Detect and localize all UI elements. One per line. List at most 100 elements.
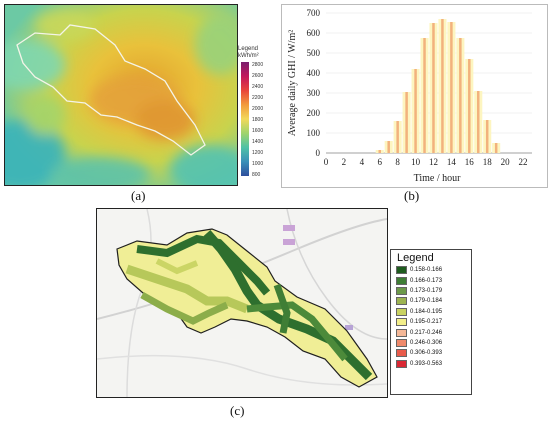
x-tick-label: 16 bbox=[465, 157, 475, 167]
legend-swatch bbox=[396, 338, 407, 347]
x-tick-label: 12 bbox=[429, 157, 438, 167]
region-map bbox=[96, 208, 388, 398]
legend-swatch bbox=[396, 359, 407, 368]
legend-label: 0.184-0.195 bbox=[410, 308, 443, 315]
y-tick-label: 0 bbox=[316, 148, 321, 158]
data-bar bbox=[414, 69, 417, 153]
legend-label: 0.158-0.166 bbox=[410, 267, 443, 274]
legend-item: 0.184-0.195 bbox=[391, 307, 471, 317]
data-bar bbox=[468, 59, 471, 153]
legend-item: 0.246-0.306 bbox=[391, 338, 471, 348]
road bbox=[286, 209, 387, 340]
pathway-band bbox=[246, 301, 348, 362]
legend-label: 0.217-0.246 bbox=[410, 329, 443, 336]
suitability-legend-title: Legend bbox=[397, 252, 434, 264]
legend-item: 0.217-0.246 bbox=[391, 327, 471, 337]
pathway-band bbox=[140, 291, 229, 325]
y-axis-label: Average daily GHI / W/m² bbox=[287, 30, 298, 136]
legend-item: 0.393-0.563 bbox=[391, 359, 471, 369]
data-bar bbox=[405, 92, 408, 153]
data-bar bbox=[441, 19, 444, 153]
legend-swatch bbox=[396, 266, 407, 275]
data-bar bbox=[432, 23, 435, 153]
legend-label: 0.166-0.173 bbox=[410, 277, 443, 284]
map-marker bbox=[283, 225, 295, 231]
x-tick-label: 22 bbox=[519, 157, 528, 167]
heatmap-legend-tick: 800 bbox=[252, 172, 261, 178]
legend-item: 0.195-0.217 bbox=[391, 317, 471, 327]
data-bar bbox=[459, 38, 462, 153]
legend-swatch bbox=[396, 286, 407, 295]
heatmap-legend-tick: 1600 bbox=[252, 128, 264, 134]
legend-label: 0.393-0.563 bbox=[410, 360, 443, 367]
panel-c-label: (c) bbox=[230, 403, 245, 418]
pathway-band bbox=[203, 230, 373, 381]
y-tick-label: 500 bbox=[307, 48, 321, 58]
ghi-bar-chart: 0 100 200 300 400 500 600 700 0 2 4 6 8 10 12 14 16 18 20… bbox=[281, 4, 548, 188]
heatmap-legend-unit: kWh/m² bbox=[238, 53, 259, 59]
x-tick-label: 10 bbox=[411, 157, 421, 167]
x-tick-label: 6 bbox=[377, 157, 382, 167]
heatmap-legend: Legend kWh/m² 2800 2600 2400 2200 2000 1800 16… bbox=[238, 46, 270, 178]
solar-radiation-map bbox=[4, 4, 238, 186]
y-tick-label: 400 bbox=[307, 68, 321, 78]
heatmap-legend-tick: 1400 bbox=[252, 139, 264, 145]
y-tick-label: 700 bbox=[307, 8, 321, 18]
legend-swatch bbox=[396, 297, 407, 306]
legend-item: 0.306-0.393 bbox=[391, 348, 471, 358]
map-marker bbox=[345, 325, 353, 330]
legend-swatch bbox=[396, 318, 407, 327]
x-tick-label: 14 bbox=[447, 157, 457, 167]
heatmap-legend-tick: 1200 bbox=[252, 150, 264, 156]
heatmap-legend-tick: 1800 bbox=[252, 117, 264, 123]
x-tick-label: 2 bbox=[342, 157, 347, 167]
legend-item: 0.173-0.179 bbox=[391, 286, 471, 296]
y-tick-label: 100 bbox=[307, 128, 321, 138]
x-tick-label: 4 bbox=[360, 157, 365, 167]
ghi-chart-svg: 0 100 200 300 400 500 600 700 0 2 4 6 8 10 12 14 16 18 20… bbox=[287, 8, 532, 184]
legend-item: 0.166-0.173 bbox=[391, 275, 471, 285]
legend-label: 0.179-0.184 bbox=[410, 298, 443, 305]
x-tick-label: 8 bbox=[395, 157, 400, 167]
road bbox=[126, 209, 152, 397]
data-bar bbox=[485, 120, 489, 153]
x-tick-label: 0 bbox=[324, 157, 329, 167]
pathway-band bbox=[155, 258, 199, 275]
y-tick-label: 200 bbox=[307, 108, 321, 118]
y-tick-label: 300 bbox=[307, 88, 321, 98]
legend-swatch bbox=[396, 307, 407, 316]
legend-swatch bbox=[396, 328, 407, 337]
legend-label: 0.173-0.179 bbox=[410, 287, 443, 294]
data-bar bbox=[396, 121, 399, 153]
legend-label: 0.246-0.306 bbox=[410, 339, 443, 346]
legend-swatch bbox=[396, 276, 407, 285]
heatmap-legend-tick: 2000 bbox=[252, 106, 264, 112]
heatmap-legend-tick: 2200 bbox=[252, 95, 264, 101]
data-bar bbox=[494, 143, 498, 153]
legend-swatch bbox=[396, 349, 407, 358]
legend-item: 0.158-0.166 bbox=[391, 265, 471, 275]
data-bar bbox=[387, 141, 390, 153]
data-bar bbox=[477, 91, 480, 153]
x-axis-label: Time / hour bbox=[414, 173, 462, 184]
x-tick-label: 18 bbox=[483, 157, 493, 167]
pathway-band bbox=[273, 283, 291, 334]
heatmap-legend-tick: 2800 bbox=[252, 62, 264, 68]
y-tick-label: 600 bbox=[307, 28, 321, 38]
heatmap-legend-tick: 1000 bbox=[252, 161, 264, 167]
data-bar bbox=[423, 38, 426, 153]
panel-b-label: (b) bbox=[404, 188, 420, 203]
panel-a-label: (a) bbox=[131, 188, 146, 203]
data-bar bbox=[378, 150, 381, 153]
pathway-band bbox=[125, 264, 249, 314]
heatmap-legend-tick: 2600 bbox=[252, 73, 264, 79]
heatmap-color-scale bbox=[241, 62, 249, 176]
legend-label: 0.306-0.393 bbox=[410, 350, 443, 357]
heatmap-legend-tick: 2400 bbox=[252, 84, 264, 90]
suitability-legend: Legend 0.158-0.166 0.166-0.173 0.173-0.179… bbox=[390, 249, 472, 395]
region-boundary bbox=[16, 24, 206, 156]
heatmap-legend-title: Legend bbox=[238, 46, 259, 52]
legend-label: 0.195-0.217 bbox=[410, 319, 443, 326]
radiation-heatmap bbox=[5, 5, 237, 185]
region-map-svg bbox=[97, 209, 387, 397]
